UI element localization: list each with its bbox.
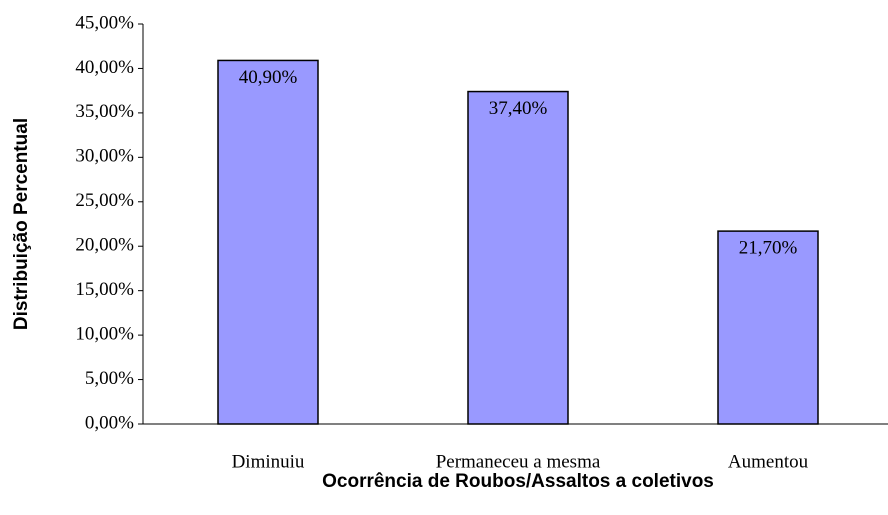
data-label: 40,90% — [239, 67, 298, 88]
y-tick-label: 0,00% — [85, 412, 134, 433]
y-tick-label: 35,00% — [75, 101, 134, 122]
bar — [217, 59, 319, 425]
data-label: 37,40% — [489, 98, 548, 119]
y-tick-label: 30,00% — [75, 146, 134, 167]
y-tick-label: 20,00% — [75, 235, 134, 256]
bar — [717, 230, 819, 425]
y-tick-label: 10,00% — [75, 323, 134, 344]
x-tick-label: Permaneceu a mesma — [436, 451, 601, 472]
y-axis-title: Distribuição Percentual — [11, 118, 32, 330]
y-tick-label: 40,00% — [75, 57, 134, 78]
x-tick-label: Aumentou — [728, 451, 809, 472]
y-tick-label: 45,00% — [75, 12, 134, 33]
data-label: 21,70% — [739, 237, 798, 258]
y-tick-label: 15,00% — [75, 279, 134, 300]
x-tick-label: Diminuiu — [232, 451, 305, 472]
y-tick-label: 5,00% — [85, 368, 134, 389]
x-axis-title: Ocorrência de Roubos/Assaltos a coletivo… — [322, 471, 714, 492]
y-tick-label: 25,00% — [75, 190, 134, 211]
bar — [467, 90, 569, 425]
